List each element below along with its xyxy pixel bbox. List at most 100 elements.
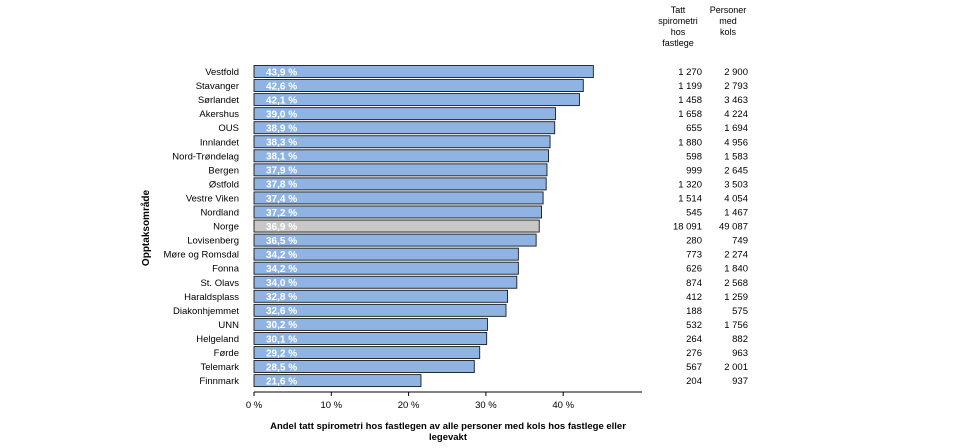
chart-row: Sørlandet 42,1 % 1 458 3 463 <box>198 93 748 106</box>
bar <box>253 149 549 163</box>
kols-count: 882 <box>732 334 748 345</box>
chart-row: St. Olavs 34,0 % 874 2 568 <box>200 275 748 289</box>
spirometri-count: 567 <box>686 362 702 373</box>
chart-row: Vestfold 43,9 % 1 270 2 900 <box>205 65 748 78</box>
kols-count: 1 583 <box>724 151 748 162</box>
spirometri-count: 874 <box>686 278 702 289</box>
category-label: Lovisenberg <box>187 236 239 247</box>
category-label: Stavanger <box>196 81 239 92</box>
bar <box>253 317 488 331</box>
spirometri-count: 598 <box>686 151 702 162</box>
spirometri-count: 999 <box>686 165 702 176</box>
chart-row: Diakonhjemmet 32,6 % 188 575 <box>173 303 748 317</box>
bar <box>253 289 508 303</box>
chart-row: Haraldsplass 32,8 % 412 1 259 <box>184 289 748 303</box>
bar <box>253 374 422 388</box>
kols-count: 1 467 <box>724 208 748 219</box>
category-label: Haraldsplass <box>184 292 239 303</box>
bar-value-label: 37,2 % <box>266 208 297 219</box>
chart-row: Helgeland 30,1 % 264 882 <box>196 332 748 345</box>
spirometri-count: 532 <box>686 320 702 331</box>
kols-count: 1 694 <box>724 123 748 134</box>
bar-value-label: 32,6 % <box>266 306 297 317</box>
category-label: Telemark <box>200 362 239 373</box>
kols-count: 2 274 <box>724 250 748 261</box>
chart-row: Nord-Trøndelag 38,1 % 598 1 583 <box>172 149 748 163</box>
x-tick-label: 30 % <box>475 400 497 411</box>
x-tick-label: 20 % <box>398 400 420 411</box>
bar-value-label: 42,6 % <box>266 81 297 92</box>
x-axis: 0 % 10 % 20 % 30 % 40 % <box>246 391 642 411</box>
bar-value-label: 39,0 % <box>266 109 297 120</box>
spirometri-count: 655 <box>686 123 702 134</box>
bar <box>253 219 540 233</box>
spirometri-count: 412 <box>686 292 702 303</box>
kols-count: 2 900 <box>724 67 748 78</box>
kols-count: 2 793 <box>724 81 748 92</box>
chart-row: Lovisenberg 36,5 % 280 749 <box>187 233 748 247</box>
bar-value-label: 30,1 % <box>266 334 297 345</box>
chart-row: Bergen 37,9 % 999 2 645 <box>208 163 748 177</box>
kols-count: 937 <box>732 376 748 387</box>
spirometri-count: 204 <box>686 376 702 387</box>
category-label: Sørlandet <box>198 95 240 106</box>
bar <box>253 360 475 373</box>
bar-value-label: 37,9 % <box>266 166 297 177</box>
kols-count: 49 087 <box>719 222 748 233</box>
kols-count: 4 224 <box>724 109 748 120</box>
bar-value-label: 43,9 % <box>266 67 297 78</box>
category-label: Nordland <box>200 208 239 219</box>
bar <box>253 177 547 191</box>
column-header-spirometri-line: Tatt <box>671 5 686 15</box>
spirometri-count: 773 <box>686 250 702 261</box>
spirometri-count: 545 <box>686 208 702 219</box>
bar-value-label: 38,1 % <box>266 152 297 163</box>
chart-row: UNN 30,2 % 532 1 756 <box>218 317 748 331</box>
chart-row: Telemark 28,5 % 567 2 001 <box>200 360 748 373</box>
y-axis-title-text: Opptaksområde <box>140 189 152 266</box>
chart-row: Østfold 37,8 % 1 320 3 503 <box>209 177 748 191</box>
category-label: Bergen <box>208 165 239 176</box>
spirometri-count: 276 <box>686 348 702 359</box>
spirometri-count: 1 320 <box>678 179 702 190</box>
chart-row: Innlandet 38,3 % 1 880 4 956 <box>200 135 748 149</box>
x-tick-label: 0 % <box>246 400 263 411</box>
bar-value-label: 42,1 % <box>266 95 297 106</box>
bar-value-label: 32,8 % <box>266 292 297 303</box>
bar-value-label: 38,3 % <box>266 138 297 149</box>
bar <box>253 191 544 205</box>
category-label: Innlandet <box>200 137 239 148</box>
bar <box>253 163 548 177</box>
bar-value-label: 38,9 % <box>266 124 297 135</box>
spirometri-count: 280 <box>686 236 702 247</box>
kols-count: 2 645 <box>724 165 748 176</box>
x-axis-title-line: Andel tatt spirometri hos fastlegen av a… <box>270 421 626 432</box>
chart-row: Møre og Romsdal 34,2 % 773 2 274 <box>164 247 748 261</box>
bar-value-label: 34,0 % <box>266 278 297 289</box>
x-axis-title: Andel tatt spirometri hos fastlegen av a… <box>270 421 626 443</box>
category-label: Helgeland <box>196 334 239 345</box>
spirometri-count: 1 270 <box>678 67 702 78</box>
bar <box>253 233 537 247</box>
chart-row: OUS 38,9 % 655 1 694 <box>218 121 748 135</box>
chart-row: Fonna 34,2 % 626 1 840 <box>212 261 748 275</box>
spirometri-count: 188 <box>686 306 702 317</box>
bar-value-label: 37,8 % <box>266 180 297 191</box>
category-label: Vestre Viken <box>186 193 239 204</box>
bar <box>253 247 519 261</box>
kols-count: 3 463 <box>724 95 748 106</box>
spirometri-count: 626 <box>686 264 702 275</box>
bar-value-label: 21,6 % <box>266 376 297 387</box>
chart-row: Nordland 37,2 % 545 1 467 <box>200 205 748 219</box>
bar <box>253 332 488 345</box>
category-label: Førde <box>214 348 239 359</box>
chart-rows: Vestfold 43,9 % 1 270 2 900 Stavanger 42,6 % 1… <box>164 65 748 388</box>
kols-count: 1 756 <box>724 320 748 331</box>
bar <box>253 205 543 219</box>
spirometri-count: 1 514 <box>678 193 702 204</box>
chart-row: Førde 29,2 % 276 963 <box>214 346 748 359</box>
column-header-spirometri-line: hos <box>671 27 686 37</box>
bar-value-label: 29,2 % <box>266 348 297 359</box>
